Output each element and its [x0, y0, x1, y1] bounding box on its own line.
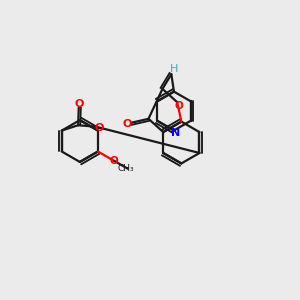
Text: N: N: [171, 128, 180, 138]
Text: O: O: [74, 99, 83, 109]
Text: H: H: [169, 64, 178, 74]
Text: O: O: [175, 101, 184, 111]
Text: O: O: [110, 156, 119, 166]
Text: O: O: [95, 123, 104, 133]
Text: O: O: [123, 118, 132, 129]
Text: CH₃: CH₃: [118, 164, 134, 173]
